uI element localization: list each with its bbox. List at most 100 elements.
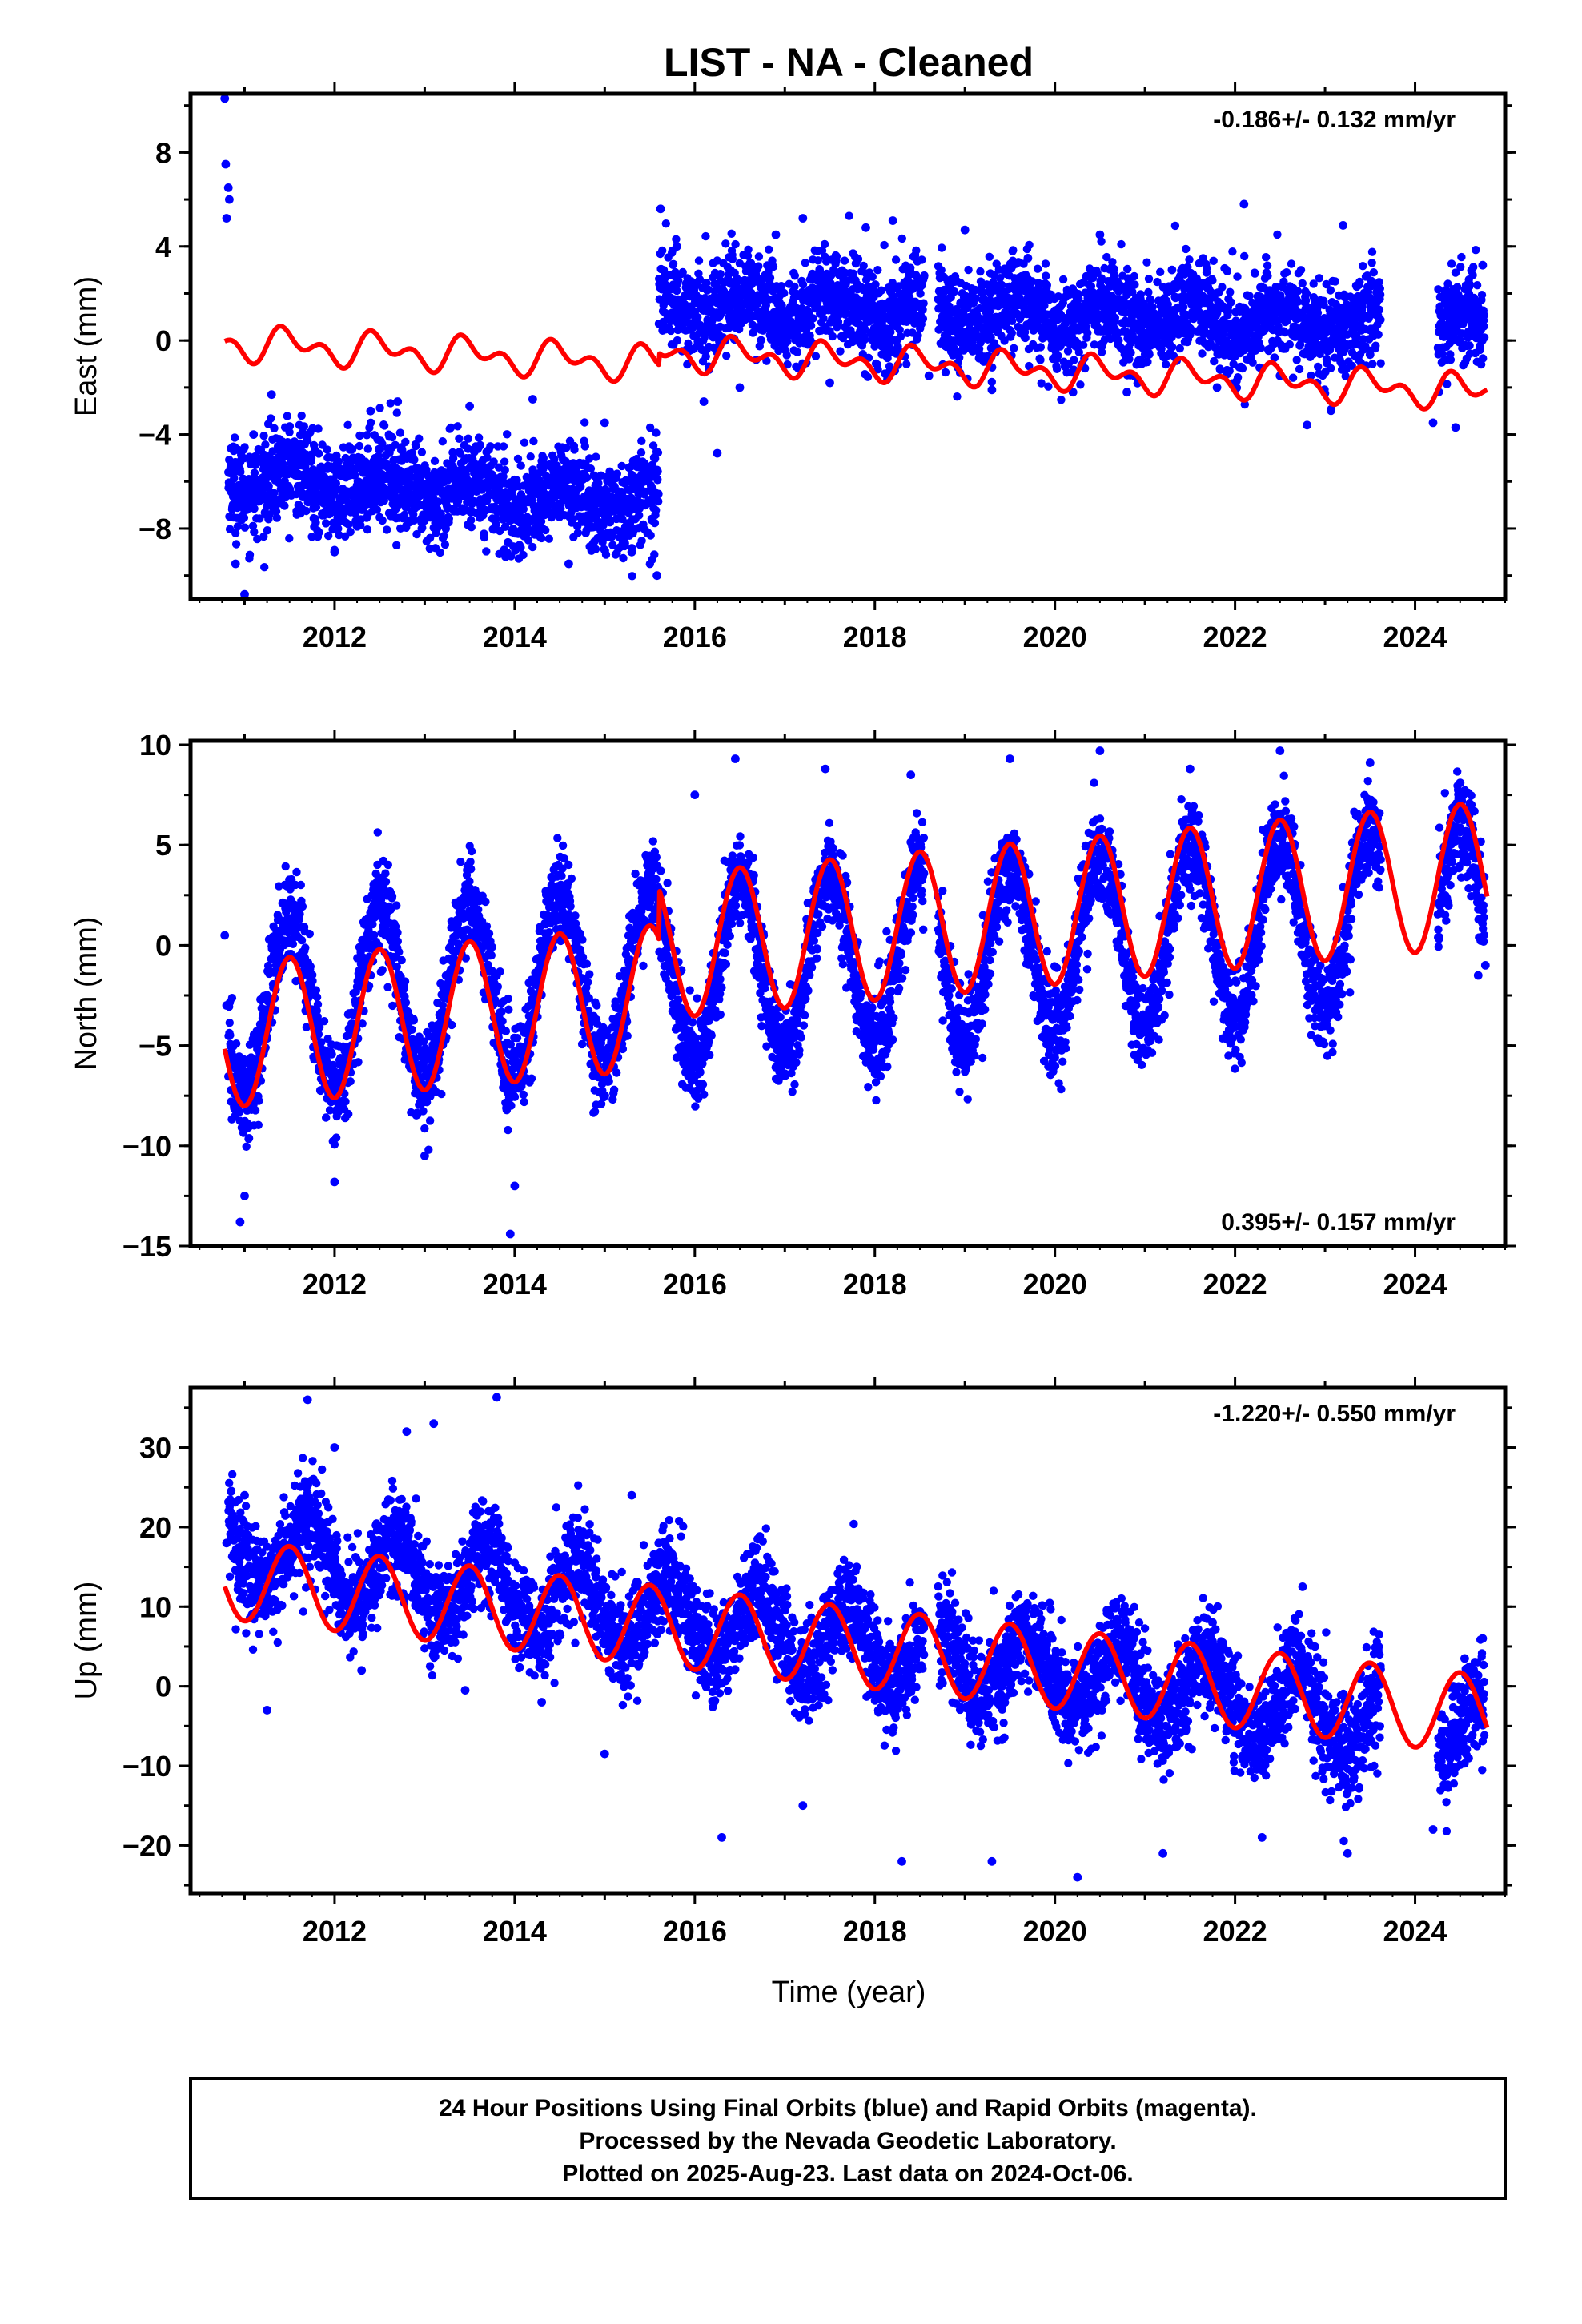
east-data-point: [620, 539, 629, 548]
east-data-point: [825, 378, 834, 388]
east-data-point: [653, 467, 662, 476]
east-data-point: [520, 438, 529, 447]
east-data-point: [456, 449, 465, 458]
east-data-point: [586, 464, 596, 473]
east-data-point: [392, 408, 401, 417]
east-data-point: [918, 314, 928, 324]
east-data-point: [1365, 350, 1375, 360]
east-data-point: [375, 404, 384, 412]
east-data-point: [700, 333, 709, 342]
east-data-point: [1287, 259, 1296, 268]
east-data-point: [1007, 328, 1017, 337]
east-data-point: [1095, 230, 1105, 239]
east-data-point: [828, 332, 837, 341]
east-data-point: [1428, 418, 1438, 428]
east-data-point: [429, 512, 439, 521]
east-data-point: [653, 476, 662, 485]
east-data-point: [1375, 305, 1384, 314]
east-data-point: [1478, 260, 1488, 270]
east-data-point: [1052, 364, 1062, 373]
east-data-point: [499, 472, 508, 481]
east-data-point: [695, 275, 705, 284]
east-data-point: [544, 534, 553, 543]
east-data-point: [950, 287, 959, 296]
east-data-cloud: [220, 94, 1489, 599]
east-data-point: [1480, 311, 1489, 320]
east-data-point: [367, 418, 375, 427]
east-data-point: [1009, 246, 1018, 255]
east-data-point: [811, 352, 821, 360]
east-data-point: [627, 547, 636, 557]
east-data-point: [299, 422, 308, 431]
east-data-point: [240, 523, 250, 532]
east-data-point: [231, 540, 241, 549]
east-data-point: [1042, 271, 1050, 280]
east-data-point: [1238, 364, 1247, 373]
east-data-point: [1453, 283, 1462, 292]
east-data-point: [628, 572, 636, 581]
east-data-point: [249, 430, 259, 439]
east-data-point: [1464, 282, 1474, 292]
east-data-point: [263, 526, 272, 535]
east-data-point: [793, 348, 802, 356]
east-data-point: [617, 461, 626, 471]
east-data-point: [650, 550, 659, 559]
east-data-point: [233, 522, 243, 531]
east-data-point: [765, 273, 775, 283]
east-data-point: [1108, 258, 1117, 267]
east-data-point: [1162, 360, 1170, 369]
east-data-point: [1023, 254, 1033, 263]
east-data-point: [704, 285, 713, 294]
east-data-point: [637, 537, 646, 545]
east-data-point: [716, 270, 725, 279]
east-data-point: [355, 441, 364, 451]
east-data-point: [331, 479, 340, 488]
east-data-point: [976, 267, 985, 276]
east-data-point: [1110, 264, 1118, 274]
east-data-point: [1469, 263, 1478, 271]
east-data-point: [1044, 382, 1053, 391]
east-data-point: [678, 267, 687, 277]
east-data-point: [654, 497, 663, 506]
east-data-point: [701, 352, 710, 361]
east-data-point: [727, 229, 736, 238]
east-data-point: [1295, 364, 1304, 374]
east-data-point: [1210, 356, 1219, 366]
east-data-point: [1208, 276, 1217, 285]
east-data-point: [731, 239, 740, 249]
east-data-point: [355, 431, 364, 440]
east-data-point: [873, 266, 882, 275]
east-data-point: [324, 531, 333, 541]
east-data-point: [576, 482, 585, 491]
east-data-point: [231, 529, 240, 537]
east-data-point: [500, 465, 509, 475]
east-data-point: [1185, 255, 1194, 264]
east-data-point: [1021, 333, 1030, 343]
east-data-point: [374, 452, 383, 460]
east-data-point: [231, 559, 240, 569]
east-data-point: [790, 282, 799, 292]
east-data-point: [735, 383, 745, 392]
east-data-point: [363, 525, 372, 534]
east-data-point: [334, 457, 343, 466]
east-data-point: [499, 442, 508, 451]
east-data-point: [529, 436, 538, 446]
east-data-point: [652, 428, 661, 437]
east-data-point: [467, 516, 476, 525]
east-data-point: [418, 523, 427, 533]
east-x-tick-label: 2016: [663, 621, 727, 653]
east-data-point: [683, 360, 692, 369]
east-data-point: [476, 440, 485, 450]
east-y-tick-label: 0: [155, 324, 171, 357]
east-data-point: [1477, 291, 1487, 300]
east-data-point: [455, 434, 464, 443]
east-data-point: [1374, 330, 1383, 339]
east-data-point: [891, 255, 901, 264]
east-data-point: [1480, 333, 1489, 342]
east-data-point: [526, 452, 535, 461]
east-data-point: [1136, 290, 1146, 299]
east-x-tick-label: 2012: [303, 621, 367, 653]
east-data-point: [453, 422, 462, 431]
east-data-point: [573, 529, 583, 537]
east-data-point: [270, 424, 279, 432]
